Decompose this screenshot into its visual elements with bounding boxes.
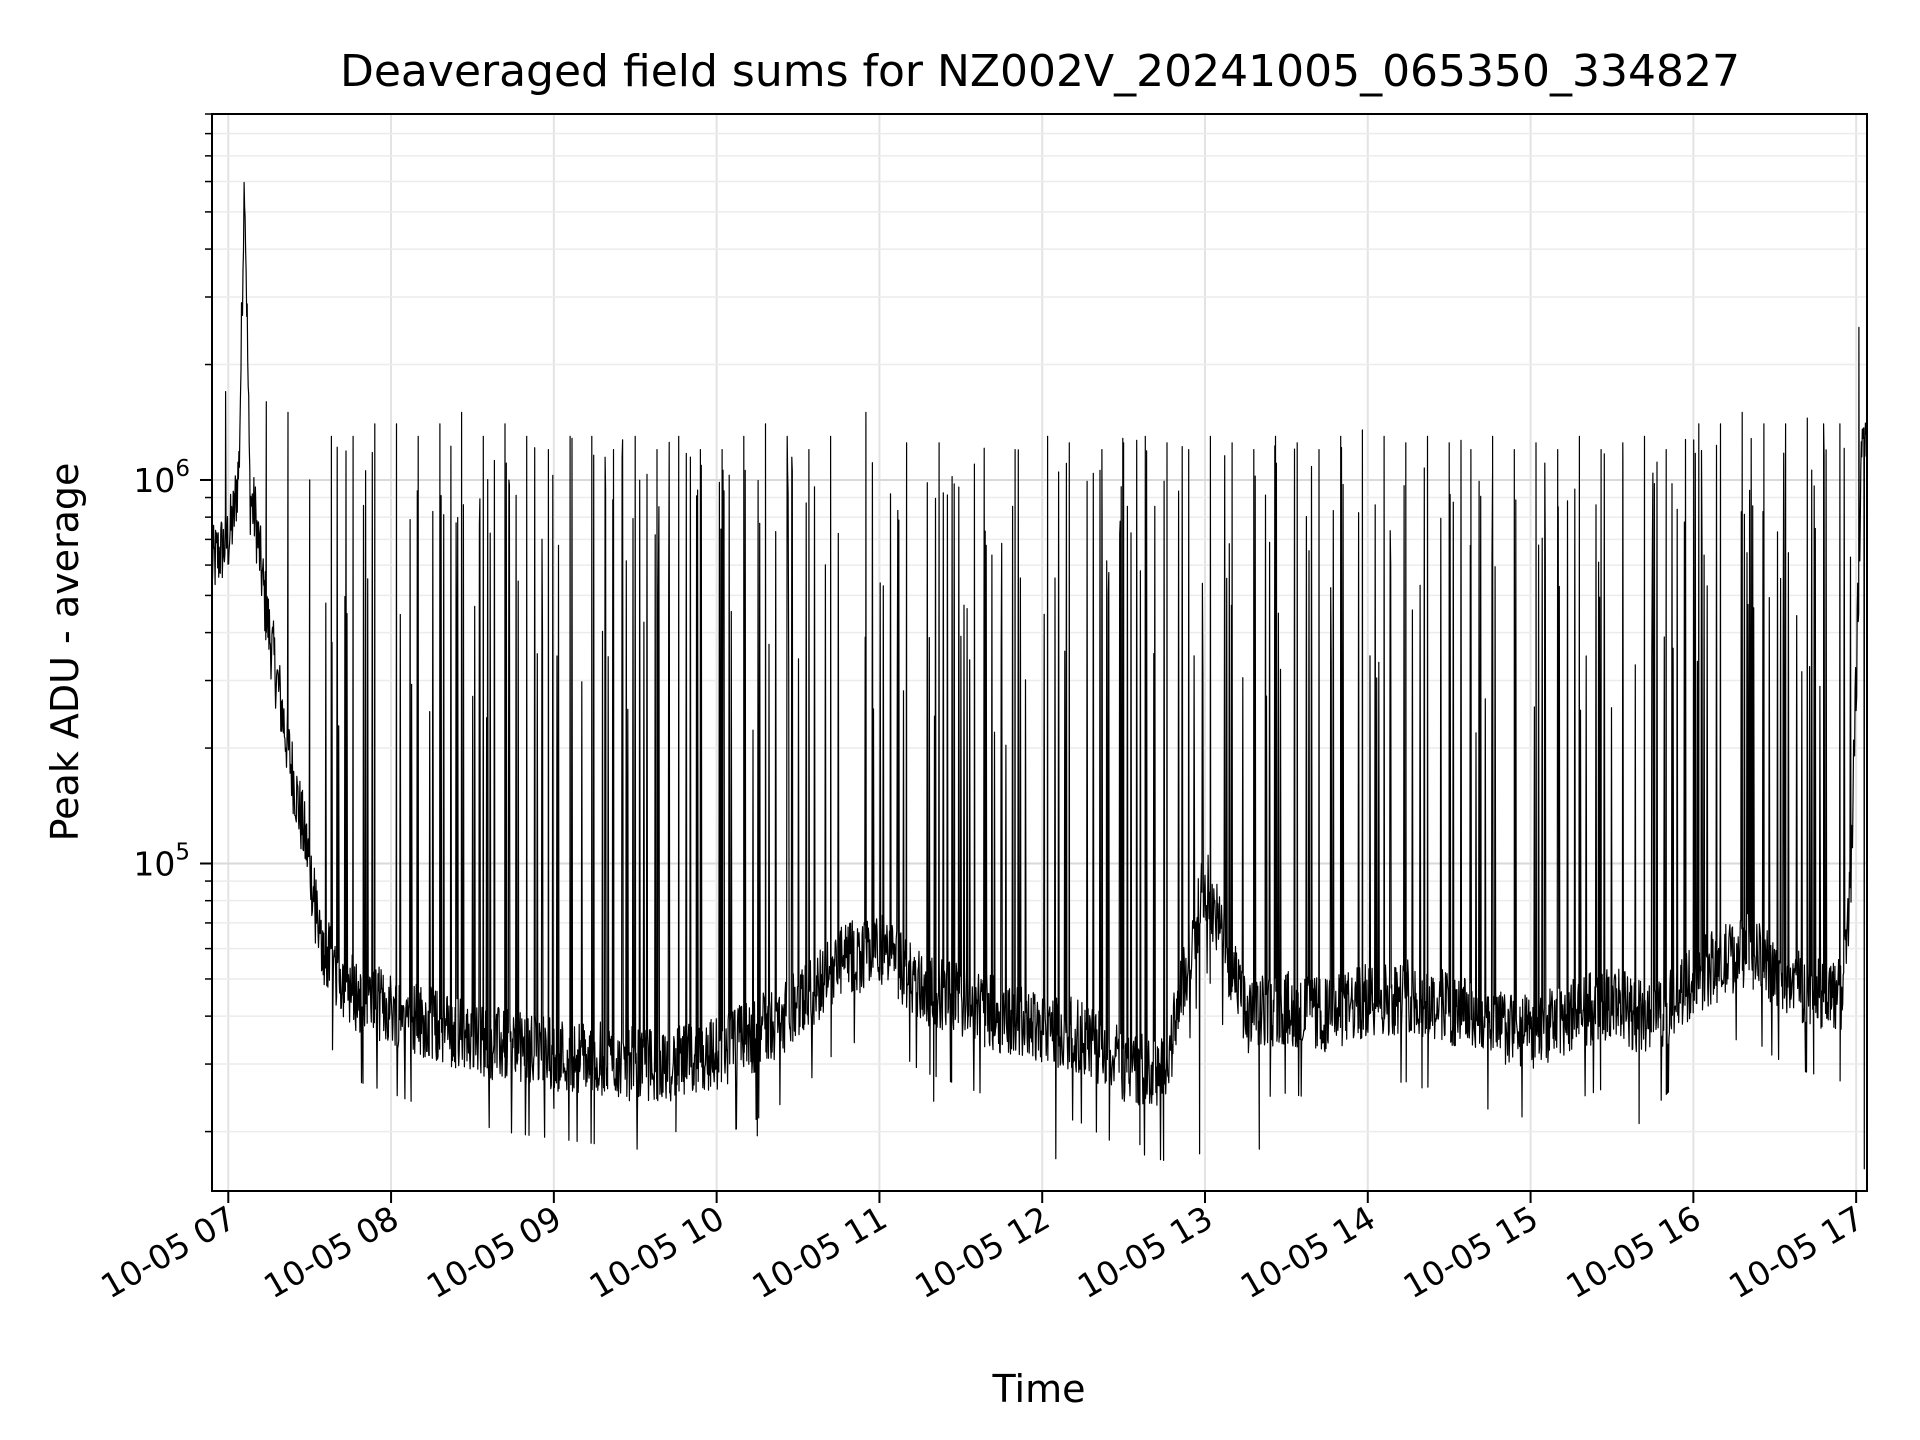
- x-axis-label: Time: [992, 1367, 1086, 1411]
- y-axis-label: Peak ADU - average: [43, 463, 87, 842]
- plot-frame: [211, 113, 1868, 1192]
- y-axis: 105 106: [133, 113, 212, 1133]
- y-tick-label: 105: [133, 840, 190, 884]
- y-tick-label: 106: [133, 456, 190, 500]
- series-line: [211, 181, 1868, 1170]
- plot-line: [211, 181, 1868, 1170]
- chart-title: Deaveraged field sums for NZ002V_2024100…: [340, 46, 1740, 97]
